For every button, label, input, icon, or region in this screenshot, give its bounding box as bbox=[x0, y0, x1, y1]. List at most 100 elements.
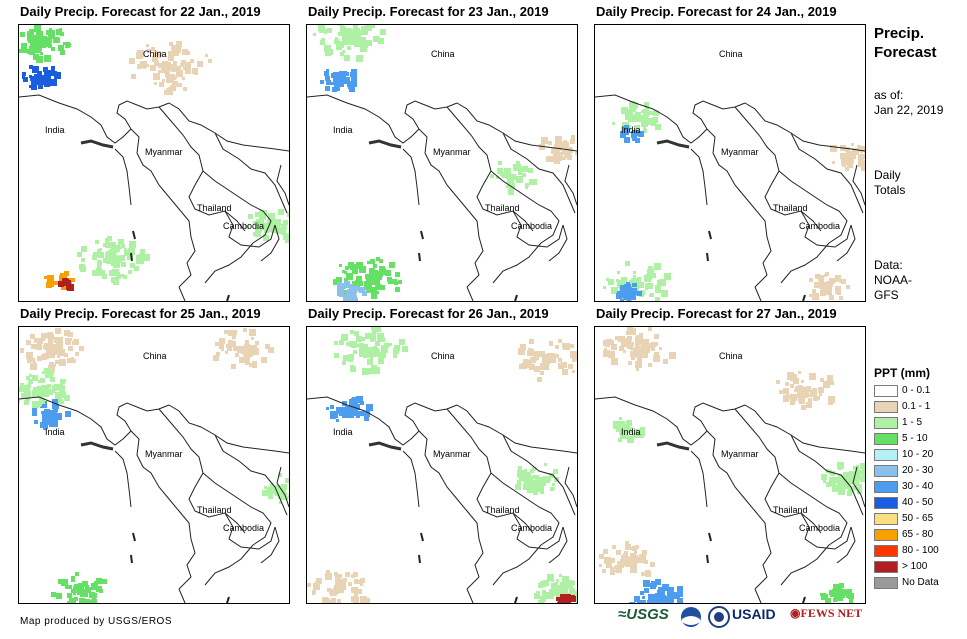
precip-cell bbox=[129, 244, 135, 250]
precip-cell bbox=[55, 413, 62, 420]
precip-cell bbox=[339, 407, 346, 414]
precip-cell bbox=[642, 550, 647, 555]
precip-cell bbox=[99, 270, 105, 276]
precip-cell bbox=[86, 585, 89, 588]
precip-cell bbox=[510, 174, 516, 180]
legend-swatch bbox=[874, 449, 898, 461]
precip-cell bbox=[855, 484, 862, 491]
sidebar-title: Precip. Forecast bbox=[874, 24, 937, 62]
precip-cell bbox=[608, 279, 614, 285]
precip-cell bbox=[338, 25, 343, 26]
legend-swatch bbox=[874, 545, 898, 557]
precip-cell bbox=[785, 382, 789, 386]
precip-cell bbox=[639, 554, 646, 561]
precip-cell bbox=[39, 398, 45, 404]
legend-item: 5 - 10 bbox=[874, 432, 967, 447]
precip-cell bbox=[631, 290, 636, 295]
precip-cell bbox=[34, 46, 41, 53]
panel-title: Daily Precip. Forecast for 25 Jan., 2019 bbox=[20, 306, 261, 321]
precip-cell bbox=[47, 384, 51, 388]
precip-cell bbox=[128, 270, 132, 274]
precip-cell bbox=[19, 49, 22, 53]
precip-cell bbox=[539, 144, 545, 150]
precip-cell bbox=[283, 233, 289, 240]
vietnam-coast bbox=[836, 466, 865, 564]
precip-cell bbox=[549, 341, 553, 345]
precip-cell bbox=[44, 81, 49, 86]
precip-cell bbox=[623, 560, 629, 566]
label-cambodia: Cambodia bbox=[223, 523, 265, 533]
precip-cell bbox=[110, 242, 116, 248]
precip-cell bbox=[657, 280, 662, 285]
precip-cell bbox=[627, 343, 633, 349]
precip-cell bbox=[336, 407, 341, 412]
precip-cell bbox=[356, 336, 362, 342]
precip-cell bbox=[79, 598, 85, 603]
precip-cell bbox=[790, 374, 797, 381]
precip-cell bbox=[162, 79, 165, 82]
precip-cell bbox=[552, 483, 555, 486]
precip-cell bbox=[636, 337, 643, 344]
precip-cell bbox=[359, 287, 365, 293]
precip-cell bbox=[56, 344, 62, 350]
islands bbox=[418, 230, 518, 301]
precip-cell bbox=[249, 363, 253, 367]
precip-cell bbox=[644, 560, 648, 564]
precip-cell bbox=[812, 388, 817, 393]
precip-cell bbox=[860, 463, 865, 469]
coast-bay bbox=[114, 450, 132, 508]
label-thailand: Thailand bbox=[485, 203, 520, 213]
precip-cell bbox=[509, 183, 515, 189]
precip-cell bbox=[835, 477, 839, 481]
precip-cell bbox=[555, 589, 559, 593]
precip-cell bbox=[525, 186, 528, 189]
precip-cell bbox=[167, 62, 170, 65]
precip-cell bbox=[379, 266, 385, 272]
vietnam-coast bbox=[836, 164, 865, 262]
noaa-icon bbox=[681, 607, 701, 627]
precip-cell bbox=[349, 299, 353, 301]
precip-cell bbox=[847, 590, 852, 595]
usgs-logo: ≈USGS bbox=[618, 606, 669, 623]
precip-cell bbox=[541, 137, 548, 144]
precip-cell bbox=[533, 490, 538, 495]
precip-cell bbox=[208, 59, 212, 63]
precip-cell bbox=[362, 368, 369, 375]
precip-cell bbox=[553, 469, 558, 474]
precip-cell bbox=[837, 462, 844, 469]
coast-bay bbox=[402, 450, 420, 508]
myanmar-border bbox=[418, 128, 484, 288]
precip-cell bbox=[648, 266, 653, 271]
label-myanmar: Myanmar bbox=[721, 147, 759, 157]
country-borders bbox=[595, 396, 865, 603]
precip-cell bbox=[321, 38, 325, 42]
precip-cell bbox=[550, 353, 555, 358]
precip-cell bbox=[30, 42, 37, 49]
precip-cell bbox=[819, 393, 822, 396]
precip-cell bbox=[347, 289, 352, 294]
precip-cell bbox=[849, 488, 854, 493]
precip-cell bbox=[323, 598, 330, 603]
precip-cell bbox=[244, 354, 250, 360]
label-india: India bbox=[621, 427, 641, 437]
precip-cell bbox=[823, 381, 830, 388]
precip-cell bbox=[361, 29, 367, 35]
precip-cell bbox=[381, 346, 388, 353]
precip-cell bbox=[848, 151, 854, 157]
precip-cell bbox=[599, 554, 604, 559]
precip-cell bbox=[533, 351, 539, 357]
panel-title: Daily Precip. Forecast for 26 Jan., 2019 bbox=[308, 306, 549, 321]
precip-cell bbox=[558, 363, 564, 369]
precip-cell bbox=[378, 276, 382, 280]
precip-cell bbox=[116, 274, 121, 279]
legend-label: 5 - 10 bbox=[902, 433, 928, 444]
precip-cell bbox=[56, 593, 62, 599]
precip-cell bbox=[546, 156, 552, 162]
precip-cell bbox=[552, 583, 557, 588]
precip-cell bbox=[121, 262, 126, 267]
precip-cell bbox=[375, 341, 380, 346]
myanmar-border bbox=[706, 128, 772, 288]
coast-bay bbox=[690, 450, 708, 508]
precip-cell bbox=[316, 578, 322, 584]
precip-cell bbox=[60, 392, 66, 398]
